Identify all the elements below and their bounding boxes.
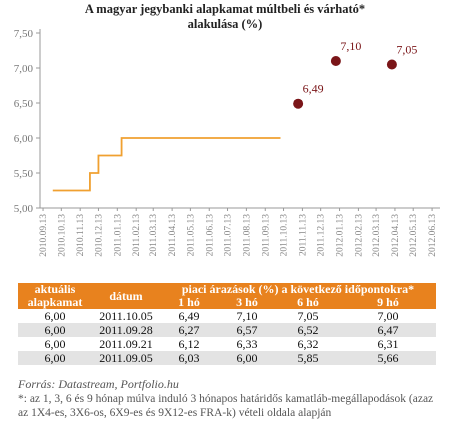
data-label: 6,49 (303, 82, 324, 96)
x-tick-label: 2011.03.13 (149, 214, 159, 257)
header-row: 1 hó 3 hó 6 hó 9 hó (18, 296, 436, 309)
header-cell: 9 hó (340, 296, 436, 309)
y-tick-label: 7,50 (14, 28, 34, 40)
table-cell: 7,10 (236, 309, 258, 323)
x-tick-label: 2011.10.13 (280, 214, 290, 257)
chart: 5,00 5,50 6,00 6,50 7,00 7,50 2010.09.13 2010.1… (14, 28, 440, 257)
forecast-point (293, 98, 304, 109)
x-tick-label: 2011.01.13 (113, 214, 123, 257)
table-cell: 6,03 (160, 351, 218, 365)
data-label: 7,05 (396, 43, 417, 57)
x-tick-label: 2012.01.13 (336, 214, 346, 257)
header-row: aktuális alapkamat dátum piaci árazások (%… (18, 283, 436, 309)
data-label: 7,10 (340, 39, 361, 53)
y-tick-label: 6,00 (14, 133, 34, 145)
x-tick-label: 2011.09.13 (261, 214, 271, 257)
x-tick-label: 2011.11.13 (298, 214, 308, 256)
x-tick-label: 2011.04.13 (168, 214, 178, 257)
table-cell: 6,57 (218, 323, 276, 337)
forecast-point (386, 59, 397, 70)
x-tick-label: 2010.12.13 (94, 214, 104, 257)
y-tick-label: 7,00 (14, 63, 34, 75)
table-cell: 2011.09.21 (99, 337, 153, 351)
table-cell: 6,00 (18, 351, 92, 365)
chart-title: A magyar jegybanki alapkamat múltbeli és… (84, 2, 366, 31)
header-cell: 1 hó (160, 296, 218, 309)
x-tick-label: 2010.11.13 (76, 214, 86, 257)
x-tick-label: 2012.06.13 (428, 214, 438, 257)
table-cell: 6,00 (18, 323, 92, 337)
table-cell: 7,00 (377, 309, 399, 323)
table-cell: 6,00 (44, 309, 66, 323)
y-tick-label: 6,50 (14, 98, 34, 110)
footnote: *: az 1, 3, 6 és 9 hónap múlva induló 3 … (18, 393, 434, 419)
table-cell: 2011.09.05 (92, 351, 160, 365)
table-cell: 6,52 (276, 323, 340, 337)
table-cell: 5,66 (340, 351, 436, 365)
x-tick-label: 2012.04.13 (391, 214, 401, 257)
x-tick-label: 2011.02.13 (132, 214, 142, 257)
x-tick-label: 2010.09.13 (39, 214, 49, 257)
table-cell: 6,49 (178, 309, 200, 323)
source: Forrás: Datastream, Portfolio.hu (18, 377, 179, 391)
x-tick-label: 2011.06.13 (205, 214, 215, 257)
table-row: 6,00 2011.09.21 6,12 6,33 6,32 6,31 (18, 337, 436, 351)
x-tick-label: 2011.08.13 (242, 214, 252, 257)
x-tick-label: 2011.05.13 (186, 214, 196, 257)
table-cell: 7,05 (297, 309, 319, 323)
forecast-point (330, 56, 341, 66)
header-cell: dátum (92, 283, 160, 309)
table-cell: 6,33 (236, 337, 258, 351)
x-tick-label: 2011.07.13 (224, 214, 234, 257)
x-tick-label: 2010.10.13 (57, 214, 67, 257)
x-tick-label: 2012.02.13 (354, 214, 364, 257)
table-cell: 6,00 (218, 351, 276, 365)
table-cell: 6,31 (377, 337, 399, 351)
y-tick-label: 5,50 (14, 168, 34, 180)
header-cell: 3 hó (218, 296, 276, 309)
table-cell: 6,00 (44, 337, 66, 351)
header-cell: piaci árazások (%) a következő időpontok… (160, 283, 436, 296)
header-cell: aktuális alapkamat (18, 283, 92, 309)
table-cell: 6,32 (297, 337, 319, 351)
table-cell: 2011.09.28 (92, 323, 160, 337)
x-tick-label: 2012.05.13 (409, 214, 419, 257)
table-cell: 5,85 (276, 351, 340, 365)
table-row: 6,00 2011.09.28 6,27 6,57 6,52 6,47 (18, 323, 436, 337)
x-tick-label: 2011.12.13 (317, 214, 327, 257)
table-row: 6,00 2011.10.05 6,49 7,10 7,05 7,00 (18, 309, 436, 323)
table-cell: 2011.10.05 (99, 309, 153, 323)
rate-line (52, 137, 281, 192)
header-cell: 6 hó (276, 296, 340, 309)
x-tick-label: 2012.03.13 (372, 214, 382, 257)
rate-table: aktuális alapkamat dátum piaci árazások (%… (18, 283, 436, 365)
table-row: 6,00 2011.09.05 6,03 6,00 5,85 5,66 (18, 351, 436, 365)
table-cell: 6,27 (160, 323, 218, 337)
table-cell: 6,12 (178, 337, 200, 351)
y-tick-label: 5,00 (14, 203, 34, 215)
table-cell: 6,47 (340, 323, 436, 337)
